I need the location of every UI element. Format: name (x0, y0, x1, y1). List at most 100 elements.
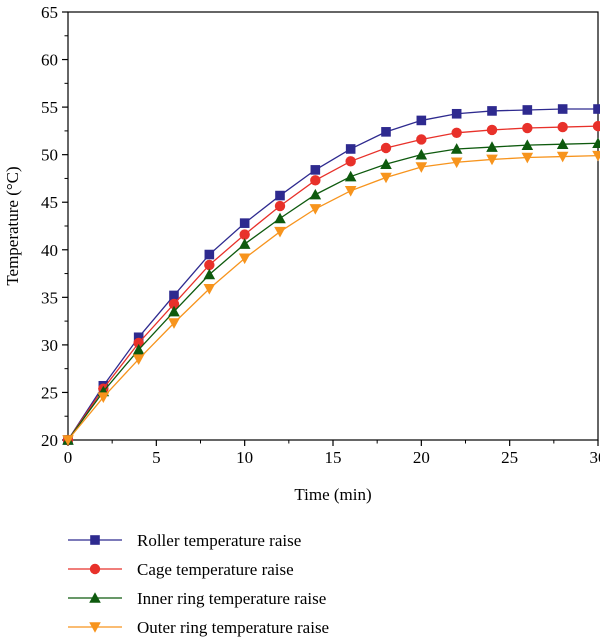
x-tick-label: 5 (152, 448, 161, 467)
x-axis-label: Time (min) (294, 485, 371, 504)
data-point (310, 165, 321, 175)
data-point (557, 104, 568, 114)
data-point (238, 238, 251, 249)
data-point (203, 268, 216, 280)
x-tick-label: 15 (325, 448, 342, 467)
data-point (486, 141, 498, 152)
series-line (67, 108, 598, 441)
data-point (275, 190, 285, 201)
y-tick-label: 25 (41, 383, 58, 402)
data-point (310, 175, 321, 186)
data-point (344, 170, 357, 182)
data-point (132, 354, 145, 365)
y-tick-label: 55 (41, 98, 58, 117)
y-tick-label: 50 (41, 146, 58, 165)
data-point (450, 157, 463, 169)
series-1 (63, 104, 600, 445)
legend-label: Cage temperature raise (137, 560, 294, 579)
data-point (380, 142, 392, 154)
data-point (556, 138, 569, 150)
data-point (274, 200, 286, 212)
y-tick-label: 45 (41, 193, 58, 212)
data-point (521, 152, 534, 164)
data-point (592, 137, 600, 149)
plot-frame (67, 11, 599, 441)
legend-label: Outer ring temperature raise (137, 618, 329, 637)
legend-item: Outer ring temperature raise (68, 618, 329, 637)
x-tick-label: 0 (64, 448, 73, 467)
legend-marker (89, 622, 101, 633)
y-axis-label: Temperature (°C) (3, 166, 22, 285)
data-point (169, 290, 179, 301)
data-point (97, 392, 110, 403)
axes: 0 5 10 15 20 25 30 20 25 30 35 40 45 50 55 60 65 (41, 3, 600, 467)
data-point (486, 154, 498, 166)
data-point (522, 122, 533, 134)
legend-marker (89, 563, 101, 575)
data-point (345, 156, 356, 167)
data-point (416, 134, 427, 145)
data-point (168, 305, 180, 317)
data-point (239, 229, 250, 240)
data-point (380, 158, 392, 169)
y-tick-label: 30 (41, 336, 58, 355)
data-point (592, 120, 600, 132)
data-point (556, 151, 569, 163)
data-point (274, 226, 286, 238)
series-4 (62, 150, 600, 446)
data-point (451, 127, 462, 138)
series-line (67, 142, 599, 441)
series-layer (62, 104, 600, 446)
data-point (204, 249, 215, 260)
series-2 (62, 120, 600, 446)
data-point (238, 253, 251, 265)
legend-label: Inner ring temperature raise (137, 589, 326, 608)
y-tick-label: 65 (41, 3, 58, 22)
series-line (67, 154, 599, 441)
legend: Roller temperature raise Cage temperature… (68, 531, 329, 637)
data-point (62, 435, 74, 446)
series-3 (62, 137, 600, 445)
y-tick-label: 35 (41, 288, 58, 307)
data-point (309, 188, 322, 200)
y-tick-label: 40 (41, 241, 58, 260)
data-point (381, 127, 391, 137)
legend-item: Inner ring temperature raise (68, 589, 326, 608)
data-point (203, 283, 216, 295)
legend-item: Roller temperature raise (68, 531, 301, 550)
data-point (133, 337, 144, 349)
data-point (168, 298, 180, 310)
data-point (345, 144, 356, 154)
data-point (593, 104, 600, 114)
data-point (132, 343, 145, 355)
x-tick-label: 25 (501, 448, 518, 467)
data-point (451, 108, 462, 119)
x-tick-label: 20 (413, 448, 430, 467)
legend-marker (90, 535, 100, 545)
data-point (522, 105, 533, 115)
data-point (274, 212, 286, 224)
x-tick-label: 30 (590, 448, 600, 467)
legend-marker (89, 592, 101, 603)
y-tick-label: 60 (41, 51, 58, 70)
data-point (380, 172, 392, 184)
data-point (168, 318, 180, 329)
data-point (133, 332, 144, 343)
data-point (416, 115, 427, 126)
data-point (487, 106, 497, 116)
data-point (486, 124, 498, 136)
series-line (67, 125, 599, 441)
data-point (239, 218, 250, 228)
data-point (450, 143, 463, 154)
data-point (309, 204, 322, 215)
x-tick-label: 10 (236, 448, 253, 467)
y-tick-label: 20 (41, 431, 58, 450)
legend-item: Cage temperature raise (68, 560, 294, 579)
data-point (415, 162, 428, 173)
data-point (557, 121, 568, 133)
data-point (521, 139, 534, 150)
legend-label: Roller temperature raise (137, 531, 301, 550)
data-point (344, 186, 357, 197)
